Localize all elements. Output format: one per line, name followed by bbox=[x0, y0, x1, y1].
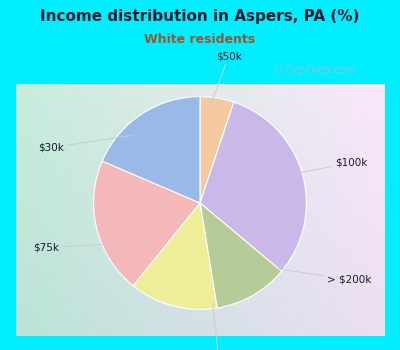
Text: $100k: $100k bbox=[298, 158, 367, 173]
Text: $30k: $30k bbox=[38, 135, 134, 153]
Wedge shape bbox=[200, 203, 282, 308]
Text: White residents: White residents bbox=[144, 33, 256, 46]
Wedge shape bbox=[200, 97, 234, 203]
Text: $75k: $75k bbox=[33, 243, 119, 253]
Text: > $200k: > $200k bbox=[279, 269, 371, 285]
Text: $50k: $50k bbox=[211, 51, 242, 105]
Wedge shape bbox=[94, 161, 200, 286]
Wedge shape bbox=[133, 203, 217, 309]
Text: $125k: $125k bbox=[203, 303, 236, 350]
Wedge shape bbox=[200, 102, 306, 271]
Text: Income distribution in Aspers, PA (%): Income distribution in Aspers, PA (%) bbox=[40, 9, 360, 24]
Wedge shape bbox=[102, 97, 200, 203]
Text: ⓘ City-Data.com: ⓘ City-Data.com bbox=[276, 65, 354, 75]
